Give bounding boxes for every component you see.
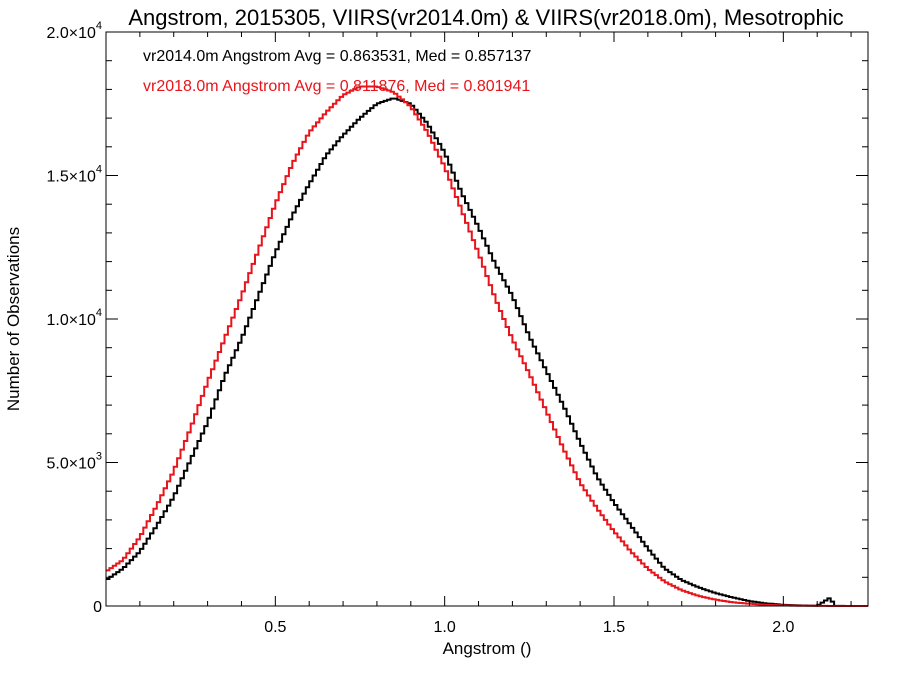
x-tick-label-2: 1.5 [603,619,625,636]
y-tick-label-4: 2.0×104 [46,20,102,42]
plot-frame [105,31,869,607]
y-tick-label-1: 5.0×103 [46,451,102,473]
y-tick-label-3: 1.5×104 [46,164,102,186]
x-tick-label-1: 1.0 [434,619,456,636]
chart-title: Angstrom, 2015305, VIIRS(vr2014.0m) & VI… [128,5,843,30]
x-axis-label: Angstrom () [443,639,532,658]
series-line-1 [106,85,868,607]
y-tick-label-2: 1.0×104 [46,307,102,329]
series-annotation-vr2018: vr2018.0m Angstrom Avg = 0.811876, Med =… [143,78,530,95]
x-tick-label-3: 2.0 [772,619,794,636]
series-line-0 [106,97,868,607]
ticks-layer: 0.5 1.0 1.5 2.0 0 5.0×103 1.0×104 1.5×104 2.0×10… [46,20,868,636]
y-tick-label-0: 0 [93,599,102,616]
x-tick-label-0: 0.5 [264,619,286,636]
y-axis-label: Number of Observations [4,227,23,411]
series-annotation-vr2014: vr2014.0m Angstrom Avg = 0.863531, Med =… [143,48,532,65]
series-layer [106,85,868,607]
